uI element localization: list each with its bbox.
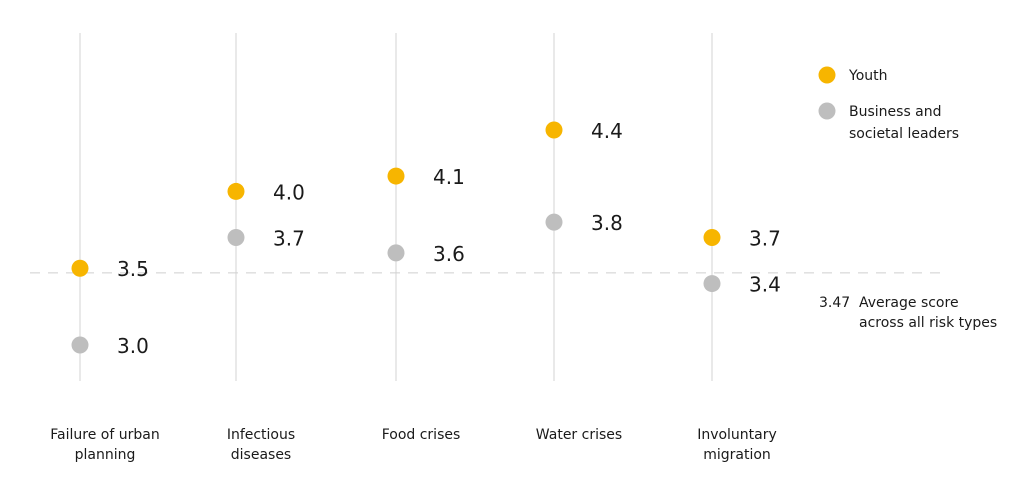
average-value: 3.47 xyxy=(819,295,850,311)
legend-label: Youth xyxy=(848,68,888,84)
category-label: Food crises xyxy=(382,427,461,443)
value-label-leaders: 3.4 xyxy=(749,273,781,297)
value-label-leaders: 3.7 xyxy=(273,227,305,251)
category-label: Infectious xyxy=(227,427,295,443)
value-labels: 3.5 3.0 4.0 3.7 4.1 3.6 4.4 3.8 3.7 3.4 xyxy=(117,119,781,358)
legend-label: societal leaders xyxy=(849,126,959,142)
value-label-leaders: 3.0 xyxy=(117,334,149,358)
value-label-leaders: 3.8 xyxy=(591,211,623,235)
legend-marker-youth xyxy=(818,66,836,84)
average-label: across all risk types xyxy=(859,315,997,331)
value-label-leaders: 3.6 xyxy=(433,242,465,266)
average-line-group: 3.47 Average score across all risk types xyxy=(30,272,997,331)
value-label-youth: 4.4 xyxy=(591,119,623,143)
category-label: planning xyxy=(75,447,136,463)
legend-label: Business and xyxy=(849,104,942,120)
legend-marker-leaders xyxy=(818,102,836,120)
data-marks xyxy=(71,121,721,354)
value-label-youth: 4.0 xyxy=(273,180,305,204)
value-label-youth: 4.1 xyxy=(433,165,465,189)
value-label-youth: 3.5 xyxy=(117,257,149,281)
point-youth xyxy=(545,121,563,139)
category-label: migration xyxy=(703,447,771,463)
category-labels: Failure of urban planning Infectious diseas… xyxy=(50,427,777,463)
point-youth xyxy=(703,229,721,246)
category-label: diseases xyxy=(231,447,291,463)
category-label: Involuntary xyxy=(697,427,777,443)
category-label: Water crises xyxy=(536,427,622,443)
point-leaders xyxy=(387,244,405,262)
point-leaders xyxy=(71,336,89,354)
point-youth xyxy=(227,182,245,200)
category-label: Failure of urban xyxy=(50,427,159,443)
point-youth xyxy=(71,259,89,277)
point-leaders xyxy=(545,213,563,231)
legend: Youth Business and societal leaders xyxy=(818,66,959,142)
point-leaders xyxy=(227,229,245,246)
value-label-youth: 3.7 xyxy=(749,227,781,251)
point-leaders xyxy=(703,275,721,293)
point-youth xyxy=(387,167,405,185)
average-label: Average score xyxy=(859,295,959,311)
